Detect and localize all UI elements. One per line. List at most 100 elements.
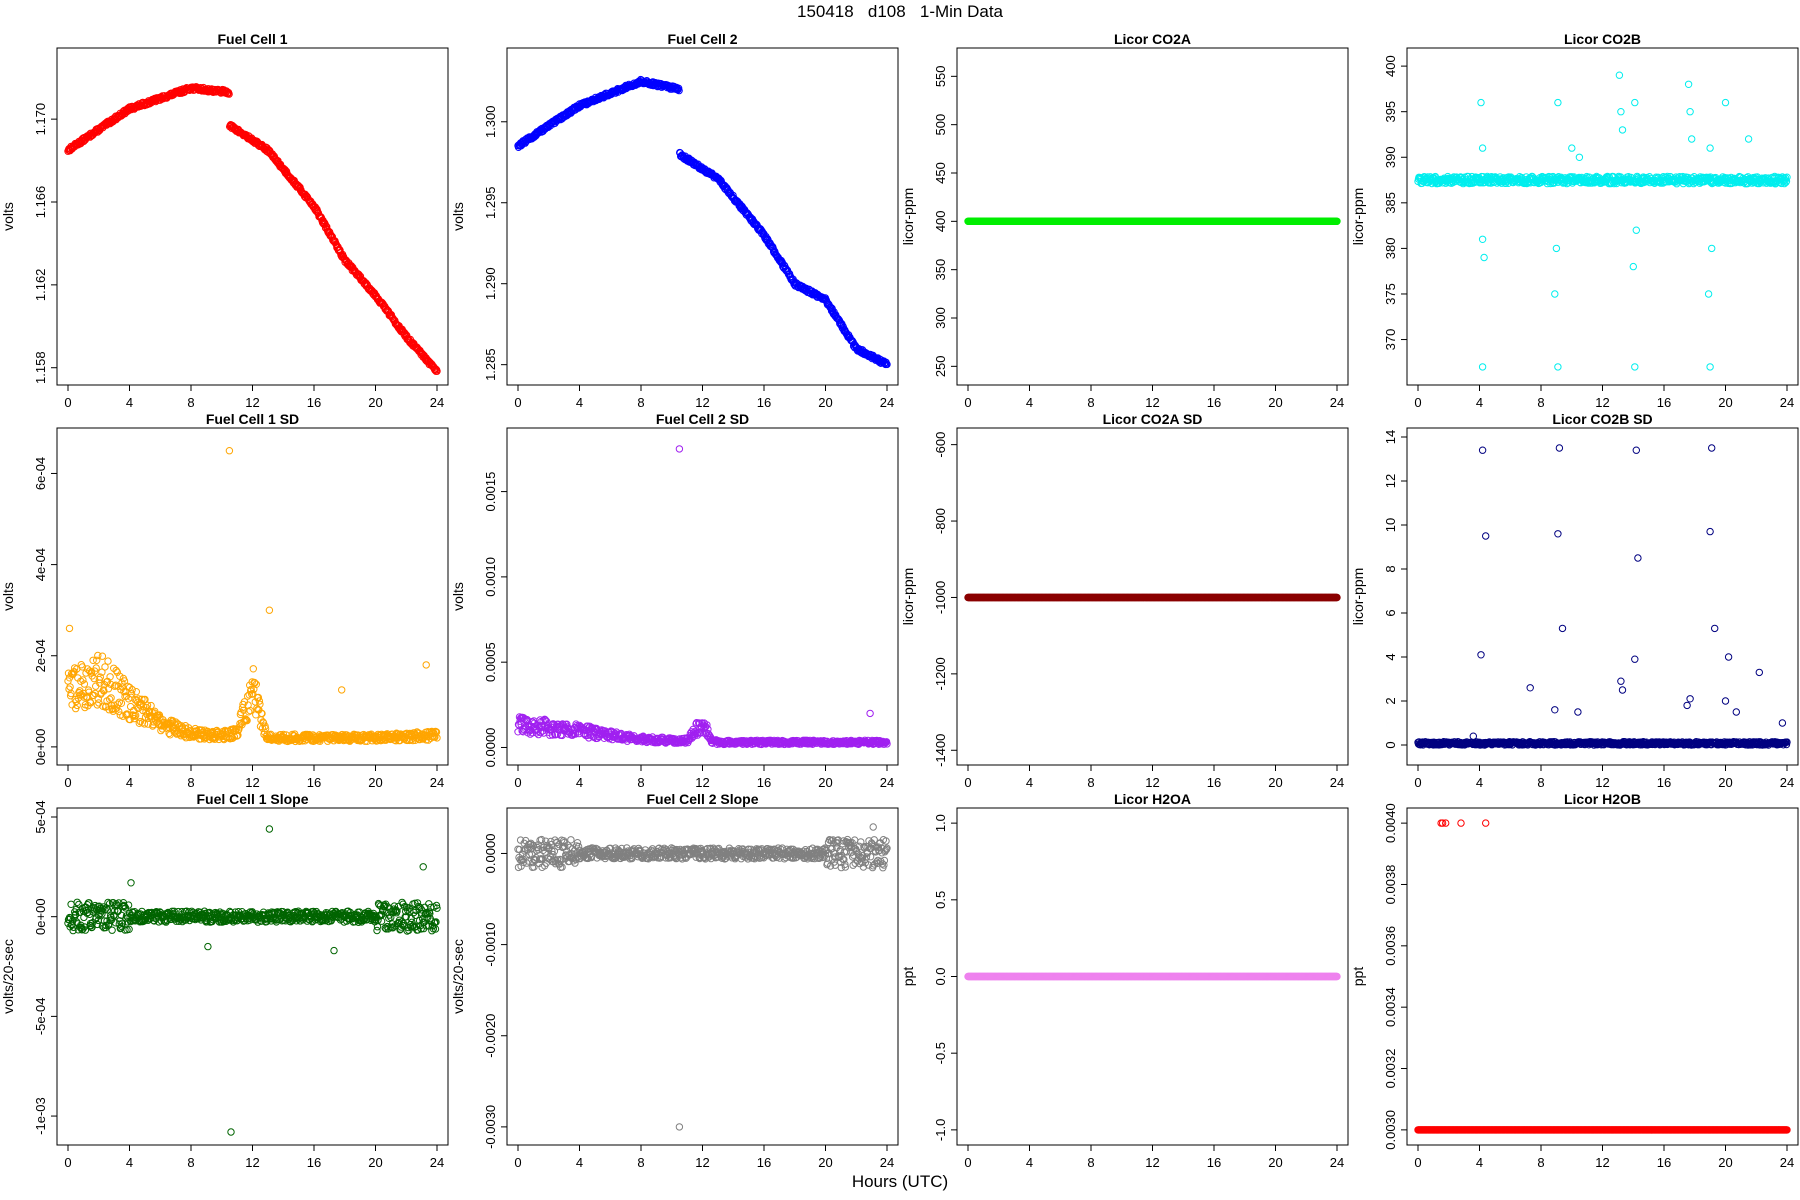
outlier-point xyxy=(1480,253,1488,262)
data-point xyxy=(115,707,123,716)
x-tick-label: 4 xyxy=(1026,395,1033,410)
data-point xyxy=(104,657,112,665)
outlier-point xyxy=(1744,135,1753,143)
y-tick-label: 350 xyxy=(933,259,948,281)
y-tick-label: 400 xyxy=(1383,55,1398,77)
x-tick-label: 0 xyxy=(514,395,521,410)
y-axis-label: volts xyxy=(0,202,16,231)
data-point xyxy=(1780,179,1789,188)
x-tick-label: 0 xyxy=(964,775,971,790)
y-tick-label: 0.0005 xyxy=(483,642,498,682)
x-tick-label: 16 xyxy=(1207,775,1221,790)
x-tick-label: 24 xyxy=(1330,395,1344,410)
outlier-point xyxy=(1706,363,1714,371)
outlier-point xyxy=(1708,244,1716,253)
outlier-point xyxy=(1704,290,1713,298)
series-points xyxy=(514,75,891,369)
data-point xyxy=(117,699,126,707)
y-tick-label: 1.295 xyxy=(483,186,498,219)
y-tick-label: 250 xyxy=(933,355,948,377)
x-tick-label: 20 xyxy=(368,395,382,410)
data-point xyxy=(114,700,122,708)
chart-panel: Fuel Cell 2 volts 0 4 8 12 16 20 24 1.285 1.290 1.2… xyxy=(450,30,900,410)
y-axis-label: volts xyxy=(0,582,16,611)
x-tick-label: 20 xyxy=(1268,395,1282,410)
y-tick-label: 380 xyxy=(1383,238,1398,260)
data-point xyxy=(433,367,441,375)
chart-title: Fuel Cell 1 SD xyxy=(206,411,299,427)
x-tick-label: 8 xyxy=(1087,775,1094,790)
y-tick-label: 0.0000 xyxy=(483,728,498,768)
x-tick-label: 20 xyxy=(1718,395,1732,410)
y-tick-label: 6e-04 xyxy=(33,457,48,490)
data-point xyxy=(132,688,141,696)
data-point xyxy=(258,709,266,718)
data-point xyxy=(132,711,140,720)
x-tick-label: 4 xyxy=(126,395,133,410)
data-point xyxy=(249,665,258,673)
x-tick-label: 24 xyxy=(1330,775,1344,790)
data-point xyxy=(89,656,97,665)
outlier-point xyxy=(1684,80,1693,88)
data-point xyxy=(243,716,251,725)
y-axis-label: licor-ppm xyxy=(900,568,916,626)
data-point xyxy=(1783,173,1791,181)
outlier-point xyxy=(1552,244,1561,253)
data-point xyxy=(252,680,260,688)
data-point xyxy=(101,663,109,671)
y-tick-label: 390 xyxy=(1383,146,1398,168)
outlier-point xyxy=(1618,126,1627,134)
outlier-point xyxy=(1688,135,1696,143)
outlier-point xyxy=(1568,144,1576,152)
y-tick-label: 400 xyxy=(933,210,948,232)
y-tick-label: 500 xyxy=(933,114,948,136)
plot-frame xyxy=(506,427,899,766)
data-point xyxy=(247,685,255,694)
data-point xyxy=(542,716,550,725)
data-point xyxy=(66,683,74,691)
outlier-point xyxy=(1478,144,1487,152)
y-axis-label: volts xyxy=(450,202,466,231)
outlier-point xyxy=(265,606,274,614)
data-point xyxy=(116,672,124,680)
data-point xyxy=(135,719,144,727)
x-tick-label: 12 xyxy=(245,395,259,410)
outlier-point xyxy=(1478,235,1487,244)
chart-panel: Fuel Cell 1 volts 0 4 8 12 16 20 24 1.158 1.162 1.1… xyxy=(0,30,450,410)
series-points xyxy=(64,447,441,746)
x-tick-label: 0 xyxy=(64,775,71,790)
y-tick-label: -800 xyxy=(933,508,948,534)
x-tick-label: 8 xyxy=(187,395,194,410)
outlier-point xyxy=(1632,226,1640,234)
plot-frame xyxy=(1406,47,1799,386)
y-tick-label: 1.166 xyxy=(33,186,48,219)
data-point xyxy=(102,678,111,686)
x-tick-label: 12 xyxy=(245,775,259,790)
x-tick-label: 0 xyxy=(964,395,971,410)
chart-title: Fuel Cell 2 SD xyxy=(656,411,749,427)
data-point xyxy=(128,685,136,694)
y-tick-label: 450 xyxy=(933,162,948,184)
y-tick-label: -1000 xyxy=(933,581,948,614)
data-point xyxy=(433,734,441,742)
x-tick-label: 16 xyxy=(307,395,321,410)
data-point xyxy=(883,360,891,369)
data-point xyxy=(1333,217,1341,226)
chart-panel: Licor CO2A licor-ppm 0 4 8 12 16 20 24 250 300 350 4… xyxy=(900,30,1350,410)
x-tick-label: 20 xyxy=(1268,775,1282,790)
data-point xyxy=(590,733,598,741)
chart-title: Fuel Cell 2 xyxy=(667,31,737,47)
data-point xyxy=(246,706,254,715)
x-tick-label: 12 xyxy=(695,775,709,790)
data-point xyxy=(675,86,683,95)
x-tick-label: 24 xyxy=(430,775,444,790)
x-tick-label: 8 xyxy=(637,395,644,410)
plot-frame xyxy=(56,47,449,386)
y-tick-label: 2e-04 xyxy=(33,639,48,672)
x-tick-label: 24 xyxy=(880,775,894,790)
outlier-point xyxy=(422,661,430,669)
